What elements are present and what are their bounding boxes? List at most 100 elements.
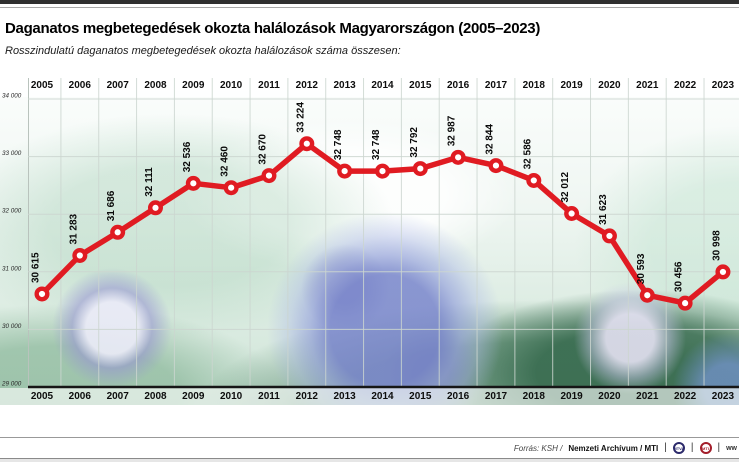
data-point-value-label: 32 987 <box>447 115 458 146</box>
year-label-top: 2019 <box>560 80 583 91</box>
data-point-marker <box>261 168 277 184</box>
data-point-marker <box>337 163 353 179</box>
data-point-marker <box>72 247 88 263</box>
data-point-value-label: 32 748 <box>333 129 344 160</box>
separator-bar: | <box>664 442 667 453</box>
year-label-bottom: 2021 <box>636 391 659 402</box>
data-point-value-label: 31 283 <box>68 213 79 244</box>
year-label-bottom: 2020 <box>598 391 621 402</box>
y-axis-tick-label: 31 000 <box>2 265 22 272</box>
data-point-marker <box>601 228 617 244</box>
data-point-value-label: 33 224 <box>295 102 306 133</box>
mtva-logo-icon: MTVA <box>672 442 685 454</box>
year-label-top: 2021 <box>636 80 659 91</box>
data-point-marker <box>299 136 315 152</box>
year-label-top: 2005 <box>30 80 54 91</box>
separator-bar: | <box>690 442 694 453</box>
data-point-marker <box>147 200 163 216</box>
year-label-top: 2009 <box>182 80 205 91</box>
data-point-value-label: 32 460 <box>220 146 231 177</box>
top-year-strip <box>0 76 739 97</box>
source-footer: Forrás: KSH / Nemzeti Archívum / MTI | M… <box>0 437 739 458</box>
page-subtitle: Rosszindulatú daganatos megbetegedések o… <box>5 45 401 57</box>
year-label-top: 2008 <box>144 80 167 91</box>
data-point-value-label: 32 586 <box>522 138 533 169</box>
year-label-bottom: 2023 <box>711 391 735 402</box>
page-title: Daganatos megbetegedések okozta halálozá… <box>5 20 541 37</box>
year-label-bottom: 2014 <box>371 391 394 402</box>
year-label-top: 2015 <box>409 80 432 91</box>
year-label-top: 2006 <box>68 80 91 91</box>
year-label-top: 2018 <box>522 80 545 91</box>
data-point-marker <box>564 206 580 222</box>
url-fragment: ww <box>726 444 737 452</box>
y-axis-tick-label: 33 000 <box>2 150 22 157</box>
year-label-top: 2011 <box>258 80 280 91</box>
data-point-marker <box>374 163 390 179</box>
year-label-top: 2014 <box>371 80 394 91</box>
year-label-bottom: 2007 <box>106 391 129 402</box>
separator-bar: | <box>717 442 721 453</box>
year-label-bottom: 2009 <box>182 391 205 402</box>
year-label-top: 2017 <box>484 80 508 91</box>
data-point-marker <box>223 180 239 196</box>
data-point-value-label: 31 623 <box>598 194 609 225</box>
data-point-value-label: 32 748 <box>371 129 382 160</box>
data-point-value-label: 30 998 <box>711 230 722 261</box>
year-label-bottom: 2006 <box>68 391 91 402</box>
data-point-value-label: 32 792 <box>409 127 420 158</box>
data-point-marker <box>450 149 466 165</box>
data-point-value-label: 30 456 <box>674 261 685 292</box>
year-label-top: 2016 <box>446 80 470 91</box>
data-point-marker <box>639 287 655 303</box>
bottom-border-bar <box>0 458 739 462</box>
data-point-marker <box>677 295 693 311</box>
year-label-top: 2020 <box>598 80 621 91</box>
data-point-marker <box>526 172 542 188</box>
data-point-marker <box>412 161 428 177</box>
year-label-top: 2007 <box>106 80 129 91</box>
data-point-marker <box>34 286 50 302</box>
source-prefix: Forrás: KSH / <box>513 443 563 453</box>
chart-plot: 34 000 33 000 32 000 31 000 30 000 29 000 30 6… <box>1 78 739 389</box>
year-label-bottom: 2022 <box>673 391 697 402</box>
data-point-value-label: 30 593 <box>636 253 647 284</box>
data-point-value-label: 32 670 <box>258 134 269 165</box>
bottom-year-strip <box>0 388 739 405</box>
data-point-marker <box>185 175 201 191</box>
data-point-marker <box>110 224 126 240</box>
year-label-bottom: 2010 <box>219 391 243 402</box>
year-axis-bottom: 2005 2006 2007 2008 2009 2010 2011 2012 2013 2014… <box>0 389 739 404</box>
y-axis-tick-label: 30 000 <box>2 323 22 330</box>
year-label-top: 2013 <box>333 80 356 91</box>
data-point-value-label: 32 844 <box>485 124 496 155</box>
year-label-bottom: 2018 <box>522 391 545 402</box>
year-label-bottom: 2013 <box>333 391 356 402</box>
year-label-top: 2010 <box>219 80 243 91</box>
data-point-value-label: 32 111 <box>144 167 155 197</box>
year-label-bottom: 2017 <box>484 391 508 402</box>
top-border-bar <box>0 0 739 4</box>
top-hairline <box>0 7 739 8</box>
y-axis-tick-label: 29 000 <box>1 381 22 388</box>
year-label-top: 2023 <box>711 80 735 91</box>
year-label-bottom: 2008 <box>144 391 167 402</box>
year-label-top: 2012 <box>295 80 318 91</box>
cancer-cells-background-image <box>0 76 739 405</box>
data-point-marker <box>488 158 504 174</box>
data-point-value-label: 32 012 <box>560 171 571 202</box>
year-label-bottom: 2005 <box>30 391 54 402</box>
year-label-bottom: 2019 <box>560 391 583 402</box>
year-label-bottom: 2011 <box>258 391 280 402</box>
data-point-value-label: 32 536 <box>182 141 193 172</box>
year-label-bottom: 2012 <box>295 391 318 402</box>
y-axis-tick-label: 32 000 <box>2 208 22 215</box>
line-chart: 2005 2006 2007 2008 2009 2010 2011 2012 2013 2014… <box>0 76 739 405</box>
year-label-top: 2022 <box>673 80 697 91</box>
data-point-value-label: 31 686 <box>106 190 117 221</box>
y-axis-tick-label: 34 000 <box>2 93 22 100</box>
data-point-value-label: 30 615 <box>31 252 42 283</box>
year-label-bottom: 2016 <box>446 391 470 402</box>
source-credit: Nemzeti Archívum / MTI <box>568 443 659 453</box>
